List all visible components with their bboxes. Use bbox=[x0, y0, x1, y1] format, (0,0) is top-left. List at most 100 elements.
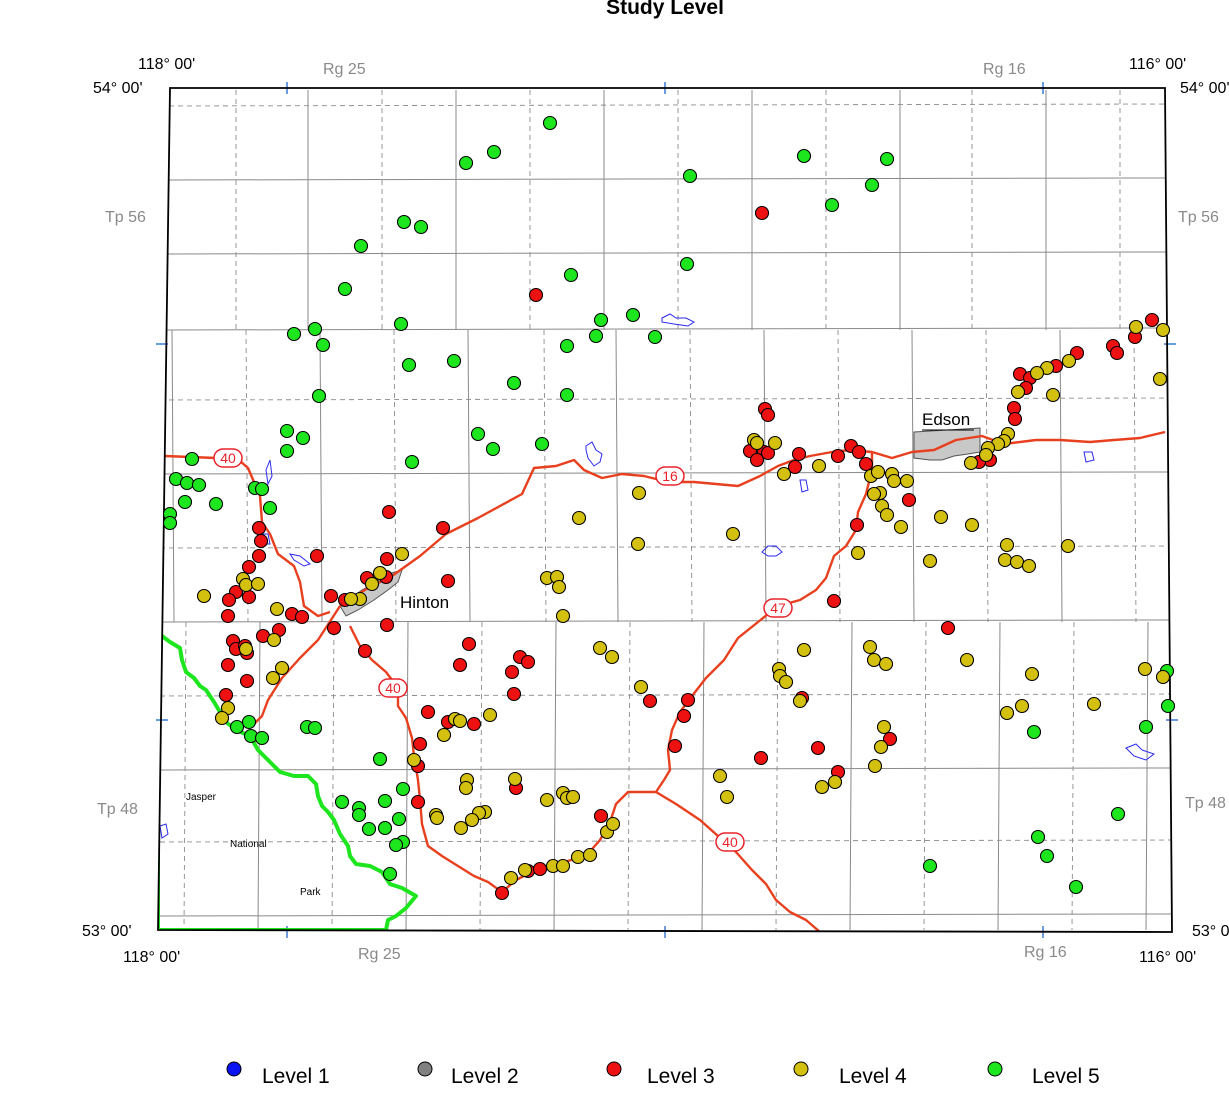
study-site-level-3 bbox=[667, 738, 683, 754]
grid-line bbox=[689, 329, 693, 623]
study-site-level-4 bbox=[873, 739, 889, 755]
study-site-level-5 bbox=[254, 481, 270, 497]
svg-text:16: 16 bbox=[662, 468, 678, 484]
study-site-level-5 bbox=[506, 375, 522, 391]
study-site-level-3 bbox=[381, 504, 397, 520]
study-site-level-3 bbox=[680, 692, 696, 708]
study-site-level-5 bbox=[361, 821, 377, 837]
grid-line bbox=[627, 621, 631, 931]
township-grid bbox=[159, 90, 1172, 931]
study-site-level-3 bbox=[241, 589, 257, 605]
study-site-level-5 bbox=[563, 267, 579, 283]
study-site-level-5 bbox=[337, 281, 353, 297]
legend-swatch-level-5 bbox=[987, 1061, 1003, 1077]
study-site-level-3 bbox=[326, 620, 342, 636]
legend-item-level-3: Level 3 bbox=[606, 1061, 715, 1088]
study-site-level-5 bbox=[241, 714, 257, 730]
study-site-level-4 bbox=[372, 565, 388, 581]
study-site-level-5 bbox=[395, 781, 411, 797]
grid-line bbox=[849, 621, 853, 931]
study-site-level-5 bbox=[1039, 848, 1055, 864]
study-site-level-4 bbox=[1152, 371, 1168, 387]
study-site-level-3 bbox=[760, 445, 776, 461]
study-site-level-4 bbox=[394, 546, 410, 562]
svg-text:40: 40 bbox=[722, 834, 738, 850]
study-site-level-3 bbox=[251, 548, 267, 564]
grid-line bbox=[159, 251, 1172, 255]
study-site-level-4 bbox=[776, 466, 792, 482]
study-site-level-4 bbox=[1009, 554, 1025, 570]
legend-label-level-5: Level 5 bbox=[1032, 1065, 1100, 1088]
study-site-level-4 bbox=[630, 536, 646, 552]
legend-label-level-4: Level 4 bbox=[839, 1065, 907, 1088]
study-site-level-5 bbox=[191, 477, 207, 493]
study-site-level-5 bbox=[879, 151, 895, 167]
study-site-level-4 bbox=[1155, 669, 1171, 685]
study-site-level-4 bbox=[999, 537, 1015, 553]
study-site-level-4 bbox=[265, 670, 281, 686]
study-site-level-4 bbox=[238, 641, 254, 657]
study-site-level-3 bbox=[851, 444, 867, 460]
study-site-level-4 bbox=[1010, 384, 1026, 400]
study-site-level-5 bbox=[262, 500, 278, 516]
study-site-level-3 bbox=[239, 673, 255, 689]
study-site-level-5 bbox=[315, 337, 331, 353]
study-site-level-4 bbox=[959, 652, 975, 668]
study-site-level-3 bbox=[760, 407, 776, 423]
study-site-level-5 bbox=[682, 168, 698, 184]
study-site-level-4 bbox=[250, 576, 266, 592]
grid-line bbox=[159, 397, 1172, 401]
study-site-level-3 bbox=[749, 452, 765, 468]
study-site-level-4 bbox=[778, 674, 794, 690]
svg-text:47: 47 bbox=[770, 600, 786, 616]
grid-line bbox=[159, 619, 1172, 623]
study-site-level-3 bbox=[753, 750, 769, 766]
study-site-level-3 bbox=[810, 740, 826, 756]
study-site-level-4 bbox=[867, 758, 883, 774]
study-site-level-3 bbox=[1109, 345, 1125, 361]
study-site-level-4 bbox=[922, 553, 938, 569]
study-site-level-5 bbox=[593, 312, 609, 328]
study-site-level-3 bbox=[506, 686, 522, 702]
study-site-level-5 bbox=[647, 329, 663, 345]
study-site-level-4 bbox=[933, 509, 949, 525]
study-site-level-3 bbox=[1144, 312, 1160, 328]
study-site-level-4 bbox=[592, 640, 608, 656]
study-site-level-5 bbox=[391, 811, 407, 827]
study-site-level-5 bbox=[486, 144, 502, 160]
study-site-level-4 bbox=[1014, 698, 1030, 714]
svg-text:40: 40 bbox=[220, 450, 236, 466]
study-site-level-5 bbox=[485, 441, 501, 457]
study-site-level-4 bbox=[452, 713, 468, 729]
study-site-level-3 bbox=[221, 592, 237, 608]
study-site-level-4 bbox=[571, 510, 587, 526]
study-site-level-5 bbox=[625, 307, 641, 323]
grid-line bbox=[159, 767, 1172, 771]
grid-line bbox=[159, 693, 1172, 697]
study-site-level-4 bbox=[539, 792, 555, 808]
study-site-level-4 bbox=[551, 579, 567, 595]
study-site-level-4 bbox=[274, 660, 290, 676]
coord-bottom-right-lon: 116° 00' bbox=[1139, 949, 1196, 966]
study-site-level-4 bbox=[436, 727, 452, 743]
coord-top-left-lon: 118° 00' bbox=[138, 56, 195, 73]
study-site-level-4 bbox=[429, 810, 445, 826]
study-site-level-4 bbox=[269, 601, 285, 617]
highway-40-southeast bbox=[655, 790, 821, 932]
study-site-level-3 bbox=[420, 704, 436, 720]
study-site-level-4 bbox=[712, 768, 728, 784]
grid-line bbox=[1071, 621, 1075, 931]
grid-line bbox=[1059, 329, 1063, 623]
study-site-level-3 bbox=[791, 446, 807, 462]
grid-line bbox=[405, 621, 409, 931]
park-label-line3: Park bbox=[300, 887, 322, 898]
study-site-level-5 bbox=[534, 436, 550, 452]
study-site-level-5 bbox=[286, 326, 302, 342]
range-25-top-label: Rg 25 bbox=[323, 61, 366, 78]
study-site-level-4 bbox=[582, 847, 598, 863]
study-site-level-5 bbox=[1160, 698, 1176, 714]
study-site-level-3 bbox=[901, 492, 917, 508]
study-site-level-4 bbox=[555, 608, 571, 624]
study-site-level-5 bbox=[470, 426, 486, 442]
study-site-level-4 bbox=[1021, 558, 1037, 574]
